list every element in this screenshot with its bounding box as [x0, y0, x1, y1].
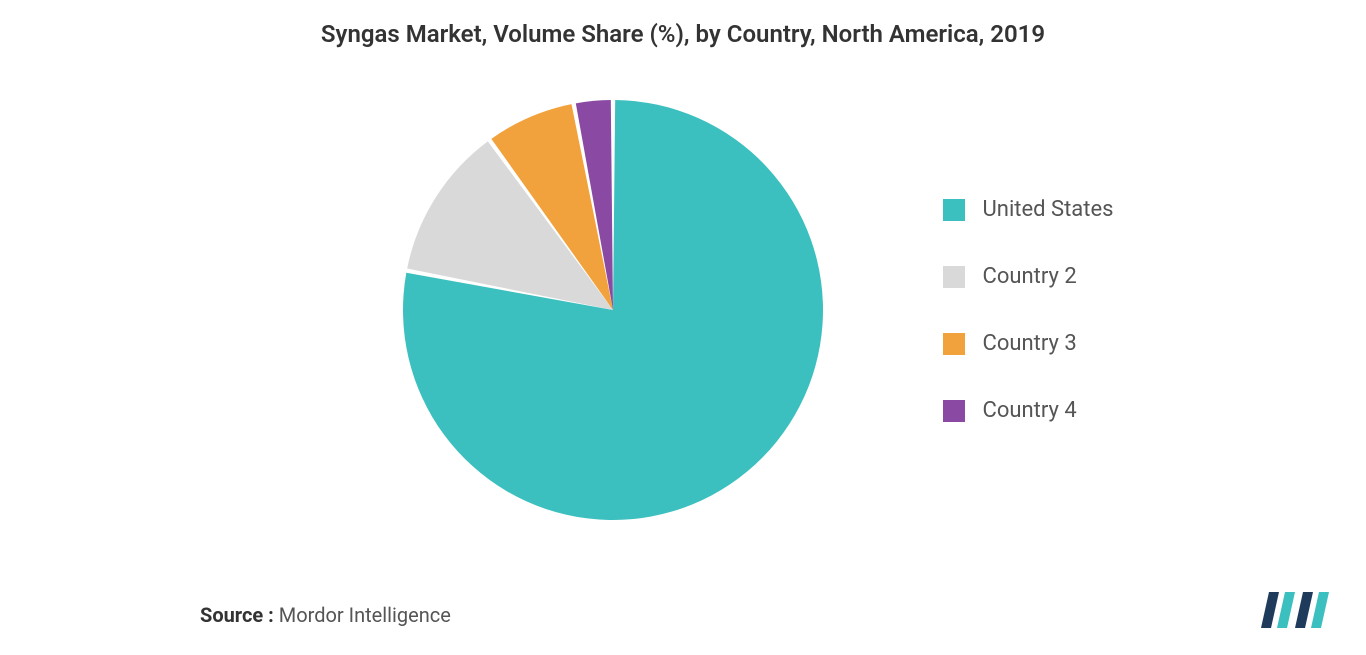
- legend-swatch: [943, 266, 965, 288]
- brand-logo: [1261, 590, 1331, 630]
- legend-item: Country 4: [943, 398, 1114, 423]
- legend-label: Country 2: [983, 264, 1077, 289]
- logo-bar: [1311, 592, 1329, 628]
- legend-swatch: [943, 199, 965, 221]
- legend-item: Country 2: [943, 264, 1114, 289]
- legend-swatch: [943, 333, 965, 355]
- legend-label: Country 3: [983, 331, 1077, 356]
- legend-label: Country 4: [983, 398, 1077, 423]
- legend-item: United States: [943, 197, 1114, 222]
- logo-bar: [1261, 592, 1279, 628]
- source-label: Source :: [200, 603, 274, 627]
- legend-label: United States: [983, 197, 1114, 222]
- source-attribution: Source : Mordor Intelligence: [200, 603, 451, 627]
- chart-title: Syngas Market, Volume Share (%), by Coun…: [0, 0, 1366, 48]
- chart-area: United States Country 2 Country 3 Country 4: [0, 70, 1366, 550]
- logo-bar: [1277, 592, 1295, 628]
- source-value: Mordor Intelligence: [279, 603, 451, 627]
- logo-bar: [1295, 592, 1313, 628]
- pie-chart: [403, 100, 823, 520]
- legend-item: Country 3: [943, 331, 1114, 356]
- legend-swatch: [943, 400, 965, 422]
- legend: United States Country 2 Country 3 Country 4: [943, 197, 1114, 423]
